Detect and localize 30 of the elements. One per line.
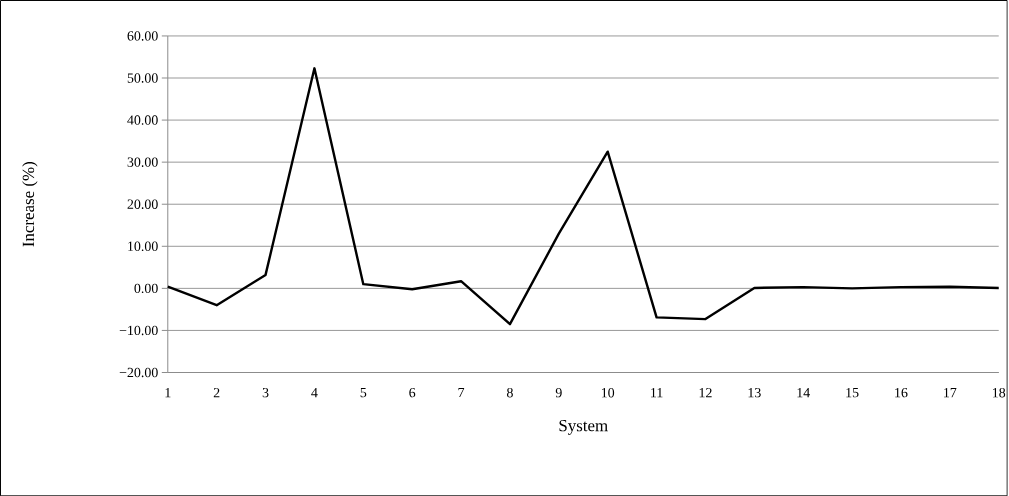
x-tick-label: 2 — [213, 387, 220, 398]
x-tick-label: 5 — [360, 387, 367, 398]
x-tick-label: 17 — [944, 387, 957, 398]
y-axis-title: Increase (%) — [22, 161, 38, 247]
x-tick-label: 7 — [458, 387, 465, 397]
x-tick-label: 11 — [651, 387, 663, 398]
x-tick-label: 10 — [601, 387, 615, 398]
y-tick-label: 0.00 — [134, 283, 158, 293]
y-tick-label: 60.00 — [127, 31, 158, 41]
x-axis-title: System — [559, 419, 608, 435]
y-tick-label: −20.00 — [119, 367, 158, 378]
y-tick-label: 20.00 — [127, 199, 158, 209]
y-tick-label: 30.00 — [127, 157, 158, 167]
x-tick-label: 4 — [311, 387, 318, 397]
y-tick-label: −10.00 — [119, 325, 158, 335]
x-tick-label: 13 — [748, 387, 761, 398]
y-tick-label: 10.00 — [128, 241, 158, 251]
y-tick-label: 40.00 — [127, 115, 158, 125]
x-tick-label: 18 — [992, 387, 1006, 398]
x-tick-label: 6 — [409, 387, 416, 398]
x-tick-label: 3 — [262, 387, 269, 398]
y-tick-label: 50.00 — [127, 73, 158, 83]
x-tick-label: 16 — [895, 387, 908, 398]
x-tick-label: 12 — [699, 387, 712, 398]
x-tick-label: 1 — [165, 387, 171, 398]
x-tick-label: 14 — [797, 387, 810, 398]
line-series — [166, 66, 1000, 326]
x-tick-label: 9 — [555, 387, 562, 398]
x-tick-label: 15 — [846, 387, 859, 398]
x-tick-label: 8 — [506, 387, 513, 398]
